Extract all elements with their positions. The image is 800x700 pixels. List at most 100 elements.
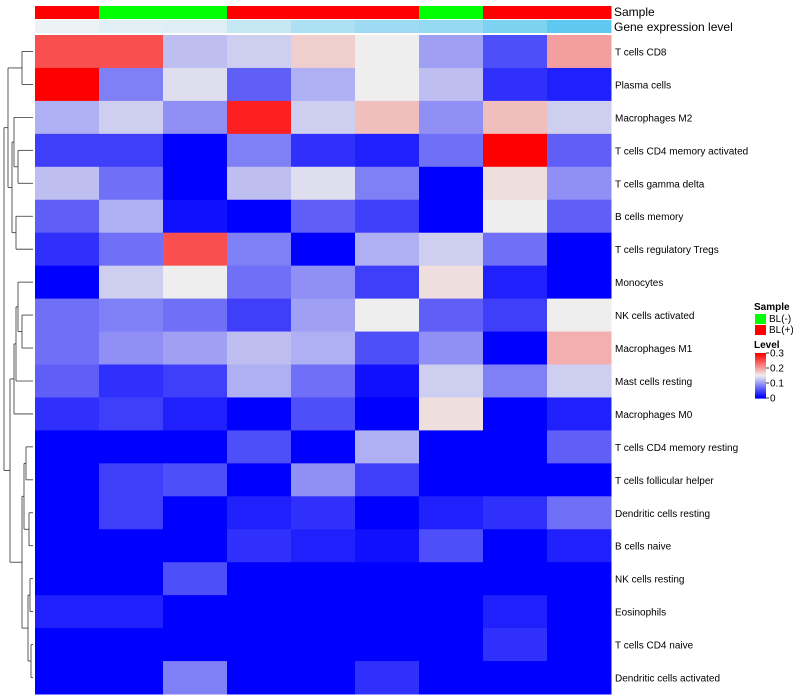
heatmap-cell <box>35 661 100 695</box>
heatmap-cell <box>355 133 420 168</box>
row-label: T cells CD8 <box>615 47 667 58</box>
heatmap-cell <box>483 562 548 596</box>
row-label: Macrophages M1 <box>615 344 693 355</box>
colorbar-segment <box>755 378 766 381</box>
colorbar-segment <box>755 364 766 366</box>
row-label: Dendritic cells activated <box>615 674 720 685</box>
heatmap-cell <box>227 67 292 102</box>
heatmap-cell <box>291 133 356 168</box>
sample-annotation-cell <box>227 6 292 19</box>
heatmap-cell <box>163 529 228 563</box>
heatmap-cell <box>291 562 356 596</box>
colorbar-segment <box>755 369 766 372</box>
heatmap-cell <box>291 199 356 234</box>
row-label: Monocytes <box>615 278 663 289</box>
level-colorbar: 0.3 0.2 0.1 0 <box>755 349 784 405</box>
colorbar-segment <box>755 366 766 369</box>
heatmap-cell <box>99 133 164 168</box>
legend-swatch-bl-pos <box>755 325 766 335</box>
colorbar-segment <box>755 382 766 384</box>
heatmap-cell <box>99 463 164 497</box>
row-labels: T cells CD8 Plasma cells Macrophages M2 T c… <box>615 47 748 684</box>
heatmap-cell <box>547 430 612 464</box>
row-label: Macrophages M2 <box>615 113 693 124</box>
row-label: T cells regulatory Tregs <box>615 245 719 256</box>
heatmap-cell <box>99 232 164 267</box>
heatmap-cell <box>419 100 484 135</box>
colorbar-segment <box>755 355 766 357</box>
heatmap-cell <box>227 595 292 629</box>
colorbar-segment <box>755 368 766 371</box>
heatmap-cell <box>99 67 164 102</box>
expression-annotation-cell <box>163 20 228 33</box>
heatmap-cell <box>99 562 164 596</box>
heatmap-cell <box>163 298 228 333</box>
heatmap-cell <box>163 661 228 695</box>
sample-annotation-cell <box>99 6 164 19</box>
colorbar-segment <box>755 360 766 363</box>
heatmap-cell <box>483 199 548 234</box>
heatmap-cell <box>419 661 484 695</box>
heatmap-cell <box>419 463 484 497</box>
heatmap-cell <box>227 199 292 234</box>
colorbar-segment <box>755 371 766 373</box>
heatmap-cell <box>419 529 484 563</box>
heatmap-cell <box>419 364 484 398</box>
heatmap-cell <box>291 35 356 69</box>
colorbar-segment <box>755 376 766 379</box>
heatmap-cell <box>163 67 228 102</box>
heatmap-cell <box>483 364 548 398</box>
heatmap-cell <box>483 397 548 431</box>
heatmap-cell <box>227 364 292 398</box>
sample-annotation-label: Sample <box>614 5 655 19</box>
heatmap-cell <box>35 298 100 333</box>
expression-annotation-cell <box>483 20 548 33</box>
level-legend-title: Level <box>754 340 780 351</box>
heatmap-cell <box>483 430 548 464</box>
sample-annotation-cell <box>355 6 420 19</box>
heatmap-cell <box>547 364 612 398</box>
heatmap-cell <box>99 628 164 662</box>
heatmap-cell <box>547 463 612 497</box>
heatmap-cell <box>547 661 612 695</box>
heatmap-cell <box>291 232 356 267</box>
heatmap-cell <box>99 35 164 69</box>
row-dendrogram <box>3 51 33 678</box>
row-label: NK cells activated <box>615 311 694 322</box>
heatmap-cell <box>355 35 420 69</box>
heatmap-cell <box>99 199 164 234</box>
heatmap-cell <box>227 496 292 530</box>
heatmap-cell <box>163 562 228 596</box>
heatmap-cell <box>291 397 356 431</box>
colorbar-segment <box>755 389 766 391</box>
heatmap-cell <box>35 463 100 497</box>
heatmap-cell <box>483 232 548 267</box>
heatmap-cell <box>163 397 228 431</box>
heatmap-cell <box>99 430 164 464</box>
heatmap-cell <box>483 496 548 530</box>
expression-annotation-cell <box>547 20 612 33</box>
colorbar-segment <box>755 363 766 365</box>
colorbar-segment <box>755 383 766 386</box>
row-label: T cells CD4 naive <box>615 641 694 652</box>
heatmap-cell <box>419 133 484 168</box>
colorbar-segment <box>755 385 766 388</box>
expression-annotation-cell <box>291 20 356 33</box>
heatmap-cell <box>355 562 420 596</box>
heatmap-cell <box>163 364 228 398</box>
heatmap-cell <box>291 100 356 135</box>
heatmap-cell <box>35 331 100 365</box>
heatmap-cell <box>99 397 164 431</box>
heatmap-cell <box>547 562 612 596</box>
heatmap-cell <box>355 331 420 365</box>
sample-annotation-cell <box>483 6 548 19</box>
heatmap-cell <box>291 430 356 464</box>
heatmap-cell <box>355 100 420 135</box>
heatmap-cell <box>355 67 420 102</box>
heatmap-cell <box>355 265 420 300</box>
colorbar-segment <box>755 390 766 392</box>
colorbar-segment <box>755 386 766 389</box>
heatmap-cell <box>163 232 228 267</box>
row-label: T cells follicular helper <box>615 476 714 487</box>
